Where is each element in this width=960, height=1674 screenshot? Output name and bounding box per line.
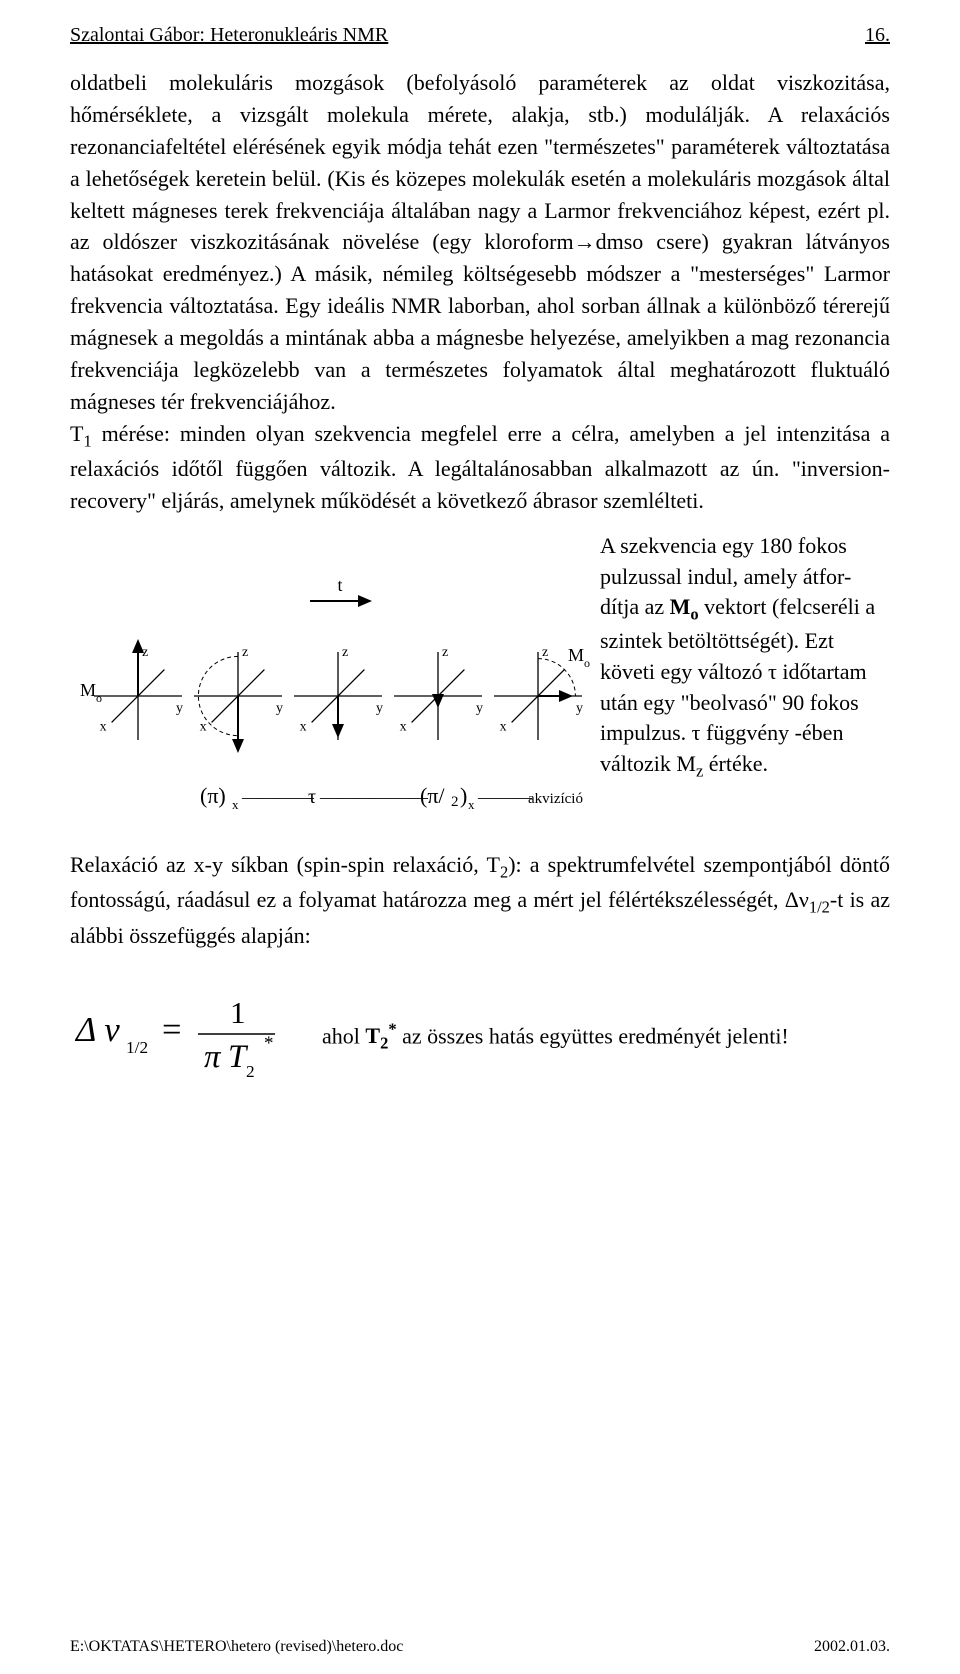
equation: Δ ν1/2=1πT2*: [70, 979, 300, 1094]
svg-text:x: x: [468, 797, 475, 812]
svg-text:y: y: [276, 701, 283, 716]
svg-text:1/2: 1/2: [126, 1038, 148, 1057]
svg-text:*: *: [264, 1033, 274, 1054]
svg-text:τ: τ: [308, 786, 316, 808]
figure-side-caption: A szekvencia egy 180 fokos pulzussal ind…: [590, 531, 890, 783]
inversion-recovery-figure: tMoMozyxzyxzyxzyxzyx(π)x————τ——————(π/2)…: [70, 531, 590, 831]
svg-text:z: z: [142, 645, 148, 660]
body-text: oldatbeli molekuláris mozgások (befolyás…: [70, 67, 890, 517]
svg-text:z: z: [242, 645, 248, 660]
svg-text:y: y: [176, 701, 183, 716]
svg-text:y: y: [376, 701, 383, 716]
svg-text:z: z: [342, 645, 348, 660]
svg-text:): ): [460, 783, 467, 808]
svg-text:z: z: [542, 645, 548, 660]
svg-text:t: t: [337, 575, 342, 595]
svg-text:x: x: [500, 719, 507, 734]
svg-text:(π): (π): [200, 783, 226, 808]
equation-label: ahol T2* az összes hatás együttes eredmé…: [300, 1020, 789, 1054]
svg-text:o: o: [96, 691, 102, 705]
svg-text:(π/: (π/: [420, 783, 445, 808]
equation-row: Δ ν1/2=1πT2* ahol T2* az összes hatás eg…: [70, 979, 890, 1094]
paragraph-2: T1 mérése: minden olyan szekvencia megfe…: [70, 418, 890, 517]
svg-text:x: x: [200, 719, 207, 734]
svg-text:x: x: [400, 719, 407, 734]
svg-text:2: 2: [246, 1062, 255, 1081]
header-left: Szalontai Gábor: Heteronukleáris NMR: [70, 24, 388, 47]
page-footer: E:\OKTATAS\HETERO\hetero (revised)\heter…: [70, 1638, 890, 1656]
page-header: Szalontai Gábor: Heteronukleáris NMR 16.: [70, 24, 890, 47]
svg-text:=: =: [162, 1011, 182, 1049]
page: Szalontai Gábor: Heteronukleáris NMR 16.…: [0, 0, 960, 1674]
svg-text:x: x: [232, 797, 239, 812]
svg-text:M: M: [80, 680, 96, 700]
svg-text:z: z: [442, 645, 448, 660]
footer-left: E:\OKTATAS\HETERO\hetero (revised)\heter…: [70, 1638, 403, 1656]
footer-right: 2002.01.03.: [814, 1638, 890, 1656]
figure-with-side-text: tMoMozyxzyxzyxzyxzyx(π)x————τ——————(π/2)…: [70, 531, 890, 831]
svg-text:——————: ——————: [319, 787, 429, 807]
paragraph-1: oldatbeli molekuláris mozgások (befolyás…: [70, 67, 890, 418]
svg-text:x: x: [300, 719, 307, 734]
svg-text:π: π: [204, 1039, 222, 1075]
svg-text:Δ ν: Δ ν: [74, 1011, 120, 1049]
paragraph-3: Relaxáció az x-y síkban (spin-spin relax…: [70, 849, 890, 952]
svg-text:y: y: [576, 701, 583, 716]
svg-text:———: ———: [477, 787, 533, 807]
header-right: 16.: [865, 24, 890, 47]
svg-text:1: 1: [230, 995, 246, 1030]
svg-text:akvizíció: akvizíció: [528, 791, 583, 807]
svg-text:2: 2: [451, 794, 459, 810]
svg-text:x: x: [100, 719, 107, 734]
svg-text:M: M: [568, 645, 584, 665]
svg-text:————: ————: [241, 787, 315, 807]
svg-text:y: y: [476, 701, 483, 716]
body-text-2: Relaxáció az x-y síkban (spin-spin relax…: [70, 849, 890, 952]
